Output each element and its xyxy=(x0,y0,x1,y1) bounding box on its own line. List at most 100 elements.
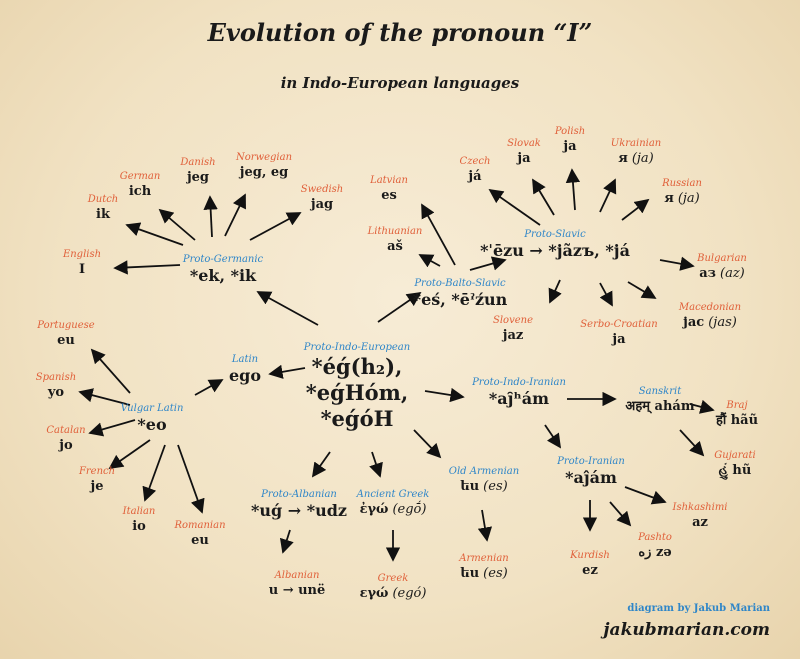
arrow-ps-to-polish xyxy=(565,168,581,211)
arrow-vl-to-italian xyxy=(142,444,166,502)
arrow-pg-to-swedish xyxy=(249,212,302,241)
italian-word: io xyxy=(132,519,146,534)
catalan-label: Catalan xyxy=(46,425,86,436)
node-italian: Italian io xyxy=(123,505,156,535)
diagram-title: Evolution of the pronoun “I” xyxy=(207,18,593,47)
albanian-label: Albanian xyxy=(274,570,320,581)
ukrainian-word-row: я (ja) xyxy=(611,150,661,167)
pie-label: Proto-Indo-European xyxy=(303,342,411,353)
ishkashimi-word-row: az xyxy=(673,514,728,531)
node-proto-germanic: Proto-Germanic *ek, *ik xyxy=(183,253,263,286)
english-word: I xyxy=(78,262,86,277)
ancient-greek-label: Ancient Greek xyxy=(356,489,430,500)
lithuanian-word-row: aš xyxy=(368,238,423,255)
english-label: English xyxy=(62,249,102,260)
kurdish-word-row: ez xyxy=(570,562,610,579)
braj-label: Braj xyxy=(726,400,748,411)
slovene-word-row: jaz xyxy=(493,327,533,344)
proto-albanian-word: *uǵ → *udz xyxy=(250,501,348,520)
swedish-word: jag xyxy=(310,197,334,212)
credit-author: diagram by Jakub Marian xyxy=(627,603,770,614)
arrow-pii-to-proto-iranian xyxy=(544,424,562,449)
ukrainian-word: я xyxy=(618,151,628,166)
armenian-word: ես xyxy=(460,566,480,581)
arrow-ps-to-slovene xyxy=(548,279,562,304)
node-proto-slavic: Proto-Slavic *ˈēzu → *jãzъ, *já xyxy=(480,228,630,261)
arrow-vl-to-catalan xyxy=(88,419,136,437)
arrow-pie-to-old-armenian xyxy=(413,429,442,459)
gujarati-word: હું hũ xyxy=(718,463,752,478)
serbo-croatian-word: ja xyxy=(612,332,626,347)
czech-word: já xyxy=(468,169,482,184)
french-label: French xyxy=(78,466,116,477)
russian-label: Russian xyxy=(662,178,702,189)
latin-word-row: ego xyxy=(229,366,261,386)
node-pie: Proto-Indo-European *éǵ(h₂), *eǵHóm, *eǵóH xyxy=(304,341,410,432)
vulgar-latin-word: *eo xyxy=(137,415,167,434)
proto-indo-iranian-word: *aj̑ʰám xyxy=(488,389,550,408)
slovak-label: Slovak xyxy=(507,138,541,149)
english-word-row: I xyxy=(63,261,101,278)
german-word-row: ich xyxy=(120,183,161,200)
portuguese-word-row: eu xyxy=(37,332,94,349)
proto-slavic-word-row: *ˈēzu → *jãzъ, *já xyxy=(480,241,630,261)
russian-word: я xyxy=(664,191,674,206)
node-danish: Danish jeg xyxy=(180,156,215,186)
latvian-word-row: es xyxy=(370,187,408,204)
arrow-pir-to-pashto xyxy=(609,501,632,527)
czech-label: Czech xyxy=(459,156,491,167)
arrow-ps-to-russian xyxy=(621,198,650,221)
node-lithuanian: Lithuanian aš xyxy=(368,225,423,255)
pashto-word: زه zə xyxy=(638,545,672,560)
slovak-word-row: ja xyxy=(507,150,541,167)
greek-word-row: εγώ (egó) xyxy=(360,585,427,602)
spanish-word: yo xyxy=(47,385,65,400)
braj-word: हौं hãũ xyxy=(715,413,759,428)
arrow-pie-to-latin xyxy=(268,364,306,379)
macedonian-word: јас xyxy=(683,315,705,330)
bulgarian-word-row: аз (az) xyxy=(697,265,747,282)
vulgar-latin-label: Vulgar Latin xyxy=(120,403,184,414)
pashto-word-row: زه zə xyxy=(638,544,672,561)
arrow-pbs-to-latvian xyxy=(421,203,456,266)
node-latvian: Latvian es xyxy=(370,174,408,204)
armenian-transliteration: (es) xyxy=(483,566,508,581)
italian-label: Italian xyxy=(122,506,156,517)
german-word: ich xyxy=(128,184,152,199)
kurdish-word: ez xyxy=(582,563,598,578)
proto-iranian-word: *aĵám xyxy=(565,468,617,487)
bulgarian-word: аз xyxy=(699,266,716,281)
arrow-proto-albanian-to-albanian xyxy=(279,529,294,554)
proto-slavic-label: Proto-Slavic xyxy=(524,229,586,240)
arrow-pg-to-danish xyxy=(203,195,218,238)
kurdish-label: Kurdish xyxy=(570,550,610,561)
lithuanian-label: Lithuanian xyxy=(367,226,423,237)
arrow-ps-to-slovak xyxy=(532,178,555,216)
credit-site[interactable]: jakubmarian.com xyxy=(603,620,770,640)
old-armenian-label: Old Armenian xyxy=(448,466,520,477)
node-russian: Russian я (ja) xyxy=(662,177,702,207)
romanian-word-row: eu xyxy=(174,532,225,549)
arrow-pbs-to-proto-slavic xyxy=(469,256,507,271)
proto-balto-slavic-word: *eś, *ēˀźun xyxy=(412,290,508,309)
gujarati-label: Gujarati xyxy=(714,450,756,461)
node-vulgar-latin: Vulgar Latin *eo xyxy=(121,402,184,435)
node-pashto: Pashto زه zə xyxy=(638,531,672,561)
proto-albanian-label: Proto-Albanian xyxy=(261,489,337,500)
arrow-ps-to-ukrainian xyxy=(599,178,617,213)
bulgarian-label: Bulgarian xyxy=(697,253,747,264)
vulgar-latin-word-row: *eo xyxy=(121,415,184,435)
catalan-word-row: jo xyxy=(46,437,85,454)
danish-word-row: jeg xyxy=(180,169,215,186)
danish-label: Danish xyxy=(180,157,216,168)
german-label: German xyxy=(119,171,161,182)
arrow-ps-to-macedonian xyxy=(627,281,657,299)
dutch-word-row: ik xyxy=(88,206,119,223)
albanian-word-row: u → unë xyxy=(269,582,326,599)
pie-form-2: *eǵóH xyxy=(320,406,394,431)
arrow-ps-to-bulgarian xyxy=(659,256,695,271)
node-armenian: Armenian ես (es) xyxy=(459,552,508,582)
arrow-pie-to-proto-albanian xyxy=(311,451,331,478)
arrow-pbs-to-lithuanian xyxy=(418,254,441,268)
